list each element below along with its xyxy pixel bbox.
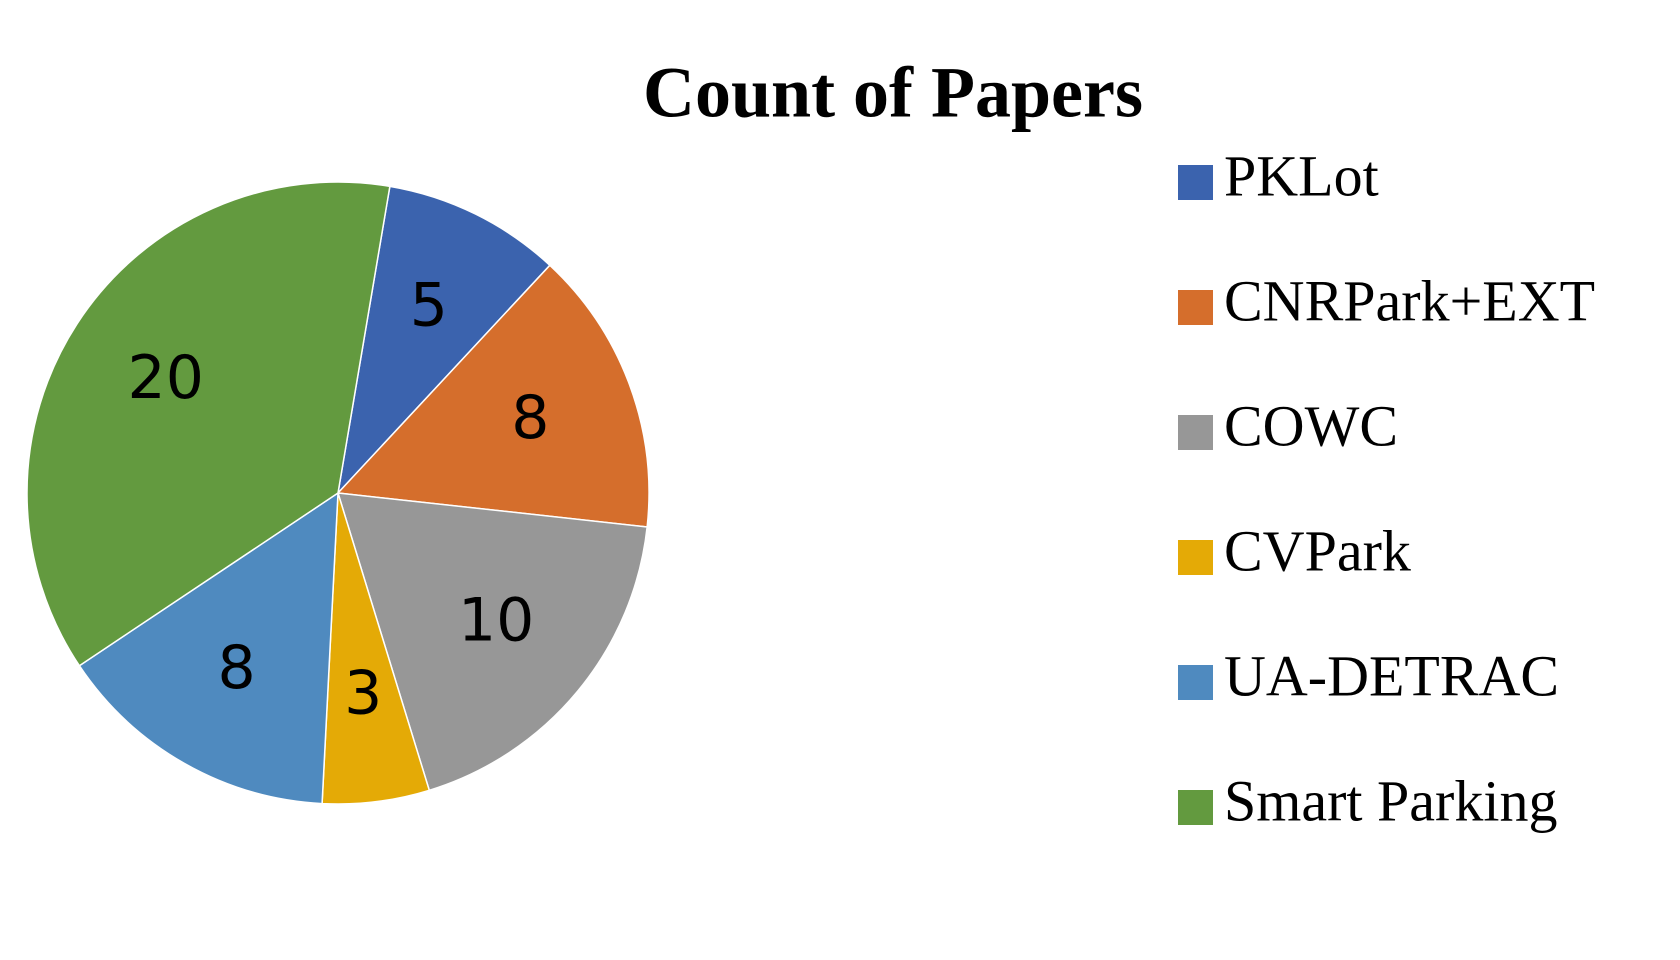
slice-label: 8 [218,633,256,703]
slice-label: 3 [344,658,382,728]
pie-slice [336,185,551,496]
legend-label: COWC [1224,393,1398,458]
legend-swatch [1178,165,1213,200]
slice-label: 8 [511,383,549,453]
legend-label: PKLot [1224,143,1379,208]
legend-label: CVPark [1224,518,1411,583]
legend-swatch [1178,415,1213,450]
legend-label: UA-DETRAC [1224,643,1559,708]
legend-swatch [1178,540,1213,575]
slice-label: 20 [128,343,204,413]
slice-label: 5 [410,271,448,341]
pie-slice [26,181,391,667]
slice-label: 10 [458,585,534,655]
legend-label: CNRPark+EXT [1224,268,1595,333]
pie-slice [336,264,650,528]
pie-slice [78,491,339,805]
chart-title: Count of Papers [643,53,1143,133]
legend-label: Smart Parking [1224,768,1557,833]
legend-swatch [1178,665,1213,700]
legend-swatch [1178,290,1213,325]
pie-slice [336,492,648,792]
legend-swatch [1178,790,1213,825]
